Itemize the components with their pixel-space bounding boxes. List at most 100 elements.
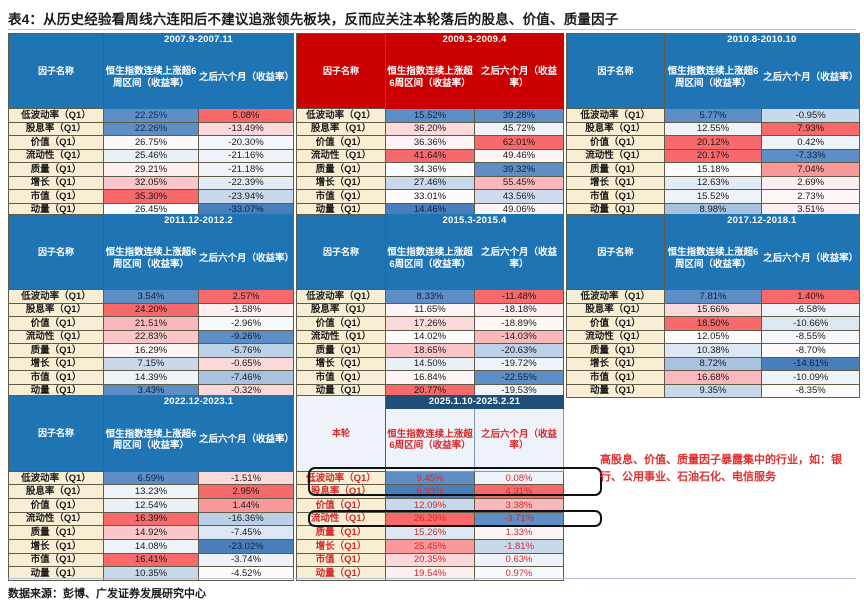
table-row: 流动性（Q1） 20.17% -7.33% <box>566 148 860 163</box>
table-row: 低波动率（Q1） 22.25% 5.08% <box>8 108 294 123</box>
factor-label: 增长（Q1） <box>566 356 665 371</box>
table-row: 动量（Q1） 8.98% 3.51% <box>566 202 860 217</box>
factor-label: 股息率（Q1） <box>566 121 665 136</box>
table-row: 市值（Q1） 15.52% 2.73% <box>566 189 860 204</box>
value-after: -22.55% <box>474 370 564 385</box>
factor-label: 流动性（Q1） <box>296 511 386 527</box>
table-row: 动量（Q1） 9.35% -8.35% <box>566 383 860 398</box>
value-after: -20.63% <box>474 343 564 358</box>
table-row: 市值（Q1） 33.01% 43.56% <box>296 189 564 204</box>
factor-label: 动量（Q1） <box>566 202 665 217</box>
column-header-during: 恒生指数连续上涨超6周区间（收益率） <box>385 408 475 472</box>
table-row: 动量（Q1） 14.46% 49.06% <box>296 202 564 217</box>
value-during: 25.45% <box>385 539 475 554</box>
factor-label: 质量（Q1） <box>566 343 665 358</box>
block-2017: 因子名称 2017.12-2018.1 恒生指数连续上涨超6周区间（收益率） 之后六个… <box>566 214 861 398</box>
factor-label: 增长（Q1） <box>296 356 386 371</box>
column-header-after: 之后六个月（收益率） <box>474 408 564 472</box>
factor-label: 低波动率（Q1） <box>8 289 104 304</box>
footer-divider <box>8 578 856 579</box>
table-header-row: 本轮 2025.1.10-2025.2.21 <box>296 394 564 472</box>
value-during: 36.36% <box>385 135 475 150</box>
value-after: -2.96% <box>198 316 294 331</box>
period-table: 因子名称 2007.9-2007.11 恒生指数连续上涨超6周区间（收益率） 之后六个… <box>8 33 294 217</box>
value-during: 21.51% <box>103 316 199 331</box>
factor-label: 市值（Q1） <box>296 370 386 385</box>
period-table: 因子名称 2010.8-2010.10 恒生指数连续上涨超6周区间（收益率） 之后六个… <box>566 33 861 217</box>
value-during: 27.46% <box>385 175 475 190</box>
value-after: -11.48% <box>474 289 564 304</box>
value-during: 3.43% <box>103 383 199 398</box>
title-divider <box>8 29 856 30</box>
factor-label: 动量（Q1） <box>8 383 104 398</box>
value-after: -4.52% <box>198 566 294 581</box>
value-after: -1.51% <box>198 470 294 486</box>
table-row: 增长（Q1） 27.46% 55.45% <box>296 175 564 190</box>
factor-label: 低波动率（Q1） <box>8 108 104 123</box>
value-during: 29.21% <box>103 162 199 177</box>
value-after: 45.72% <box>474 121 564 136</box>
factor-label: 股息率（Q1） <box>8 121 104 136</box>
table-row: 市值（Q1） 20.35% 0.63% <box>296 552 564 568</box>
block-2009: 因子名称 2009.3-2009.4 恒生指数连续上涨超6周区间（收益率） 之后六个月… <box>296 33 564 217</box>
table-row: 质量（Q1） 16.29% -5.76% <box>8 343 294 358</box>
factor-label: 质量（Q1） <box>296 343 386 358</box>
value-during: 33.01% <box>385 189 475 204</box>
table-header-row: 因子名称 2007.9-2007.11 <box>8 33 294 109</box>
value-after: 7.93% <box>761 121 860 136</box>
period-label: 2009.3-2009.4 <box>385 33 564 47</box>
column-header-during: 恒生指数连续上涨超6周区间（收益率） <box>103 408 199 472</box>
table-row: 股息率（Q1） 11.65% -18.18% <box>296 302 564 317</box>
value-during: 7.15% <box>103 356 199 371</box>
value-during: 17.26% <box>385 316 475 331</box>
value-after: -3.71% <box>474 511 564 527</box>
table-row: 低波动率（Q1） 6.59% -1.51% <box>8 470 294 486</box>
factor-label: 低波动率（Q1） <box>566 108 665 123</box>
value-after: 0.63% <box>474 552 564 568</box>
factor-label: 流动性（Q1） <box>296 148 386 163</box>
data-source-footer: 数据来源：彭博、广发证券发展研究中心 <box>8 588 206 600</box>
value-during: 8.33% <box>385 289 475 304</box>
value-during: 16.29% <box>103 343 199 358</box>
period-table: 因子名称 2009.3-2009.4 恒生指数连续上涨超6周区间（收益率） 之后六个月… <box>296 33 564 217</box>
value-during: 41.64% <box>385 148 475 163</box>
value-after: 55.45% <box>474 175 564 190</box>
value-after: 3.38% <box>474 498 564 513</box>
factor-label: 质量（Q1） <box>296 162 386 177</box>
value-during: 19.54% <box>385 566 475 581</box>
column-header-row: 恒生指数连续上涨超6周区间（收益率） 之后六个月（收益率） <box>567 46 860 109</box>
table-row: 价值（Q1） 12.09% 3.38% <box>296 498 564 513</box>
column-header-during: 恒生指数连续上涨超6周区间（收益率） <box>663 46 763 109</box>
factor-label: 市值（Q1） <box>566 189 665 204</box>
value-after: -22.39% <box>198 175 294 190</box>
value-during: 25.46% <box>103 148 199 163</box>
factor-label: 价值（Q1） <box>296 316 386 331</box>
value-after: -0.32% <box>198 383 294 398</box>
column-header-during: 恒生指数连续上涨超6周区间（收益率） <box>103 46 199 109</box>
factor-name-header: 因子名称 <box>296 33 386 109</box>
value-after: -14.03% <box>474 329 564 344</box>
table-row: 增长（Q1） 14.50% -19.72% <box>296 356 564 371</box>
column-header-after: 之后六个月（收益率） <box>761 46 860 109</box>
factor-label: 股息率（Q1） <box>296 484 386 500</box>
value-during: 12.54% <box>103 498 199 513</box>
period-label: 2010.8-2010.10 <box>663 33 861 47</box>
table-row: 动量（Q1） 3.43% -0.32% <box>8 383 294 398</box>
column-header-during: 恒生指数连续上涨超6周区间（收益率） <box>663 227 763 290</box>
value-after: -10.66% <box>761 316 860 331</box>
column-header-after: 之后六个月（收益率） <box>198 408 294 472</box>
period-table: 因子名称 2022.12-2023.1 恒生指数连续上涨超6周区间（收益率） 之后六个… <box>8 394 294 581</box>
value-after: 4.31% <box>474 484 564 500</box>
value-during: 12.55% <box>663 121 763 136</box>
factor-label: 质量（Q1） <box>8 162 104 177</box>
table-row: 市值（Q1） 16.84% -22.55% <box>296 370 564 385</box>
value-after: -0.65% <box>198 356 294 371</box>
factor-label: 动量（Q1） <box>566 383 665 398</box>
table-row: 流动性（Q1） 12.05% -8.55% <box>566 329 860 344</box>
table-row: 价值（Q1） 20.12% 0.42% <box>566 135 860 150</box>
value-during: 10.38% <box>663 343 763 358</box>
value-during: 15.66% <box>663 302 763 317</box>
column-header-row: 恒生指数连续上涨超6周区间（收益率） 之后六个月（收益率） <box>9 227 294 290</box>
value-during: 14.08% <box>103 539 199 554</box>
value-during: 18.65% <box>385 343 475 358</box>
